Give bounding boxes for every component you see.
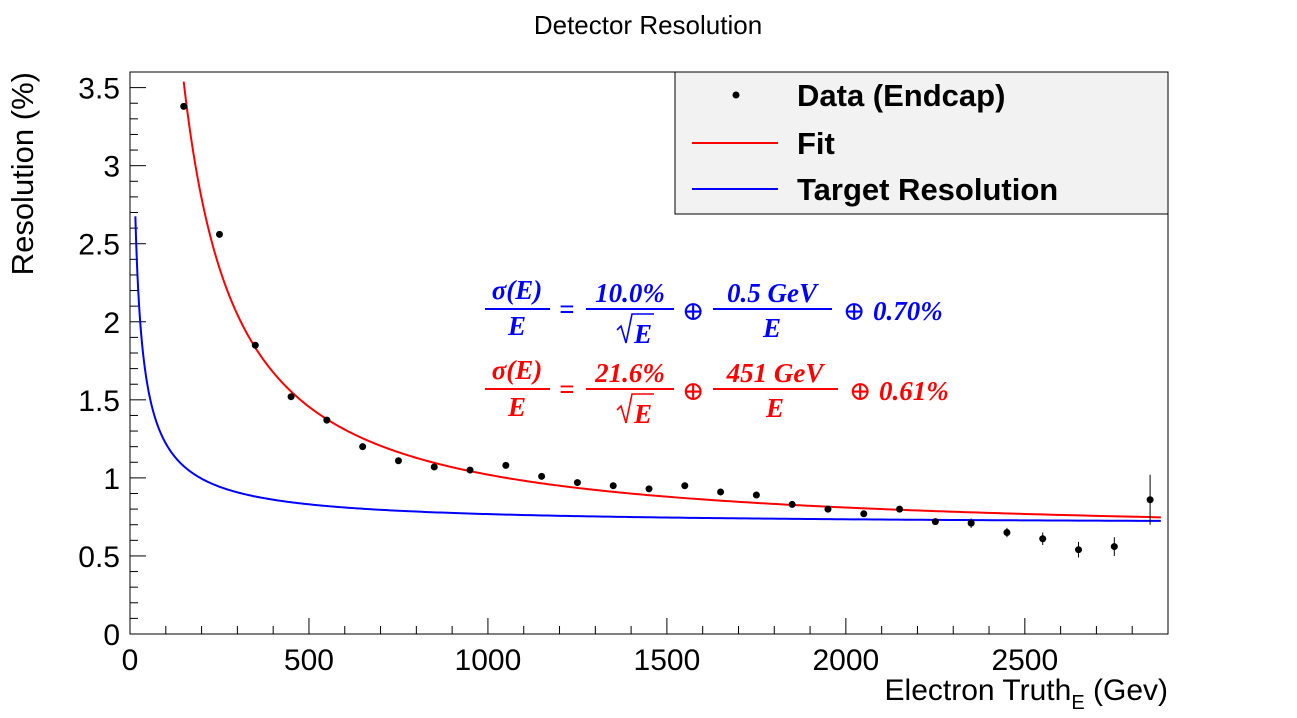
fit-oplus-1: ⊕ xyxy=(682,376,705,406)
data-point xyxy=(681,482,689,490)
fit-t1-den: E xyxy=(633,399,652,429)
target-t1-den: E xyxy=(633,319,652,349)
data-point xyxy=(609,482,617,490)
data-point xyxy=(1075,546,1083,554)
data-point xyxy=(430,463,438,471)
data-point xyxy=(359,443,367,451)
data-point xyxy=(394,457,402,465)
target-t3: 0.70% xyxy=(873,296,943,326)
x-axis-label-unit: (Gev) xyxy=(1085,674,1168,707)
data-point xyxy=(1110,543,1118,551)
target-t2-num: 0.5 GeV xyxy=(727,278,819,308)
data-point xyxy=(1039,535,1047,543)
fit-lhs-den: E xyxy=(507,392,526,422)
y-tick-label: 3 xyxy=(103,151,120,184)
data-point xyxy=(251,341,259,349)
target-resolution-curve xyxy=(134,216,1161,522)
fit-t2-num: 451 GeV xyxy=(726,358,826,388)
fit-t2-den: E xyxy=(765,393,784,423)
target-oplus-2: ⊕ xyxy=(843,296,866,326)
y-tick-label: 0 xyxy=(103,619,120,652)
x-axis-label: Electron TruthE (Gev) xyxy=(885,674,1168,714)
x-axis-label-main: Electron Truth xyxy=(885,674,1072,707)
fit-t3: 0.61% xyxy=(879,376,949,406)
x-tick-label: 2000 xyxy=(812,644,879,677)
x-tick-label: 1000 xyxy=(455,644,522,677)
y-tick-label: 3.5 xyxy=(78,73,120,106)
y-axis: 0 0.5 1 1.5 2 2.5 3 3.5 xyxy=(78,71,146,652)
data-point xyxy=(502,461,510,469)
data-point xyxy=(215,230,223,238)
fit-formula: σ(E) E = 21.6% E ⊕ 451 GeV E ⊕ 0.61% xyxy=(485,355,949,429)
legend-entry-data: Data (Endcap) xyxy=(797,78,1005,113)
x-tick-label: 1500 xyxy=(634,644,701,677)
x-axis-label-subscript: E xyxy=(1071,692,1084,714)
legend-entry-target: Target Resolution xyxy=(797,172,1058,207)
y-axis-label: Resolution (%) xyxy=(5,72,40,275)
data-point xyxy=(180,102,188,110)
legend-marker-data xyxy=(732,91,740,99)
fit-t1-num: 21.6% xyxy=(594,358,665,388)
target-lhs-num: σ(E) xyxy=(492,275,543,305)
data-point xyxy=(573,479,581,487)
data-point xyxy=(860,510,868,518)
data-points xyxy=(180,102,1154,558)
data-point xyxy=(466,466,474,474)
data-point xyxy=(323,416,331,424)
data-point xyxy=(824,505,832,513)
legend-entry-fit: Fit xyxy=(797,126,835,161)
target-oplus-1: ⊕ xyxy=(682,296,705,326)
fit-lhs-num: σ(E) xyxy=(492,355,543,385)
data-point xyxy=(896,505,904,513)
y-tick-label: 2 xyxy=(103,307,120,340)
y-tick-label: 1.5 xyxy=(78,385,120,418)
x-tick-label: 2500 xyxy=(991,644,1058,677)
target-sqrt-icon xyxy=(616,313,654,344)
target-t1-num: 10.0% xyxy=(595,278,665,308)
data-point xyxy=(1146,496,1154,504)
data-point xyxy=(967,519,975,527)
data-point xyxy=(717,488,725,496)
y-tick-label: 2.5 xyxy=(78,229,120,262)
x-tick-label: 0 xyxy=(122,644,139,677)
x-axis: 0 500 1000 1500 2000 2500 xyxy=(122,618,1169,677)
target-equals: = xyxy=(559,294,574,324)
data-point xyxy=(788,500,796,508)
fit-equals: = xyxy=(559,374,574,404)
y-tick-label: 1 xyxy=(103,463,120,496)
fit-curve xyxy=(182,81,1161,519)
target-formula: σ(E) E = 10.0% E ⊕ 0.5 GeV E ⊕ 0.70% xyxy=(485,275,943,349)
y-tick-label: 0.5 xyxy=(78,541,120,574)
chart-title: Detector Resolution xyxy=(534,10,762,40)
data-point xyxy=(287,393,295,401)
data-point xyxy=(1003,529,1011,537)
data-point xyxy=(752,491,760,499)
data-point xyxy=(538,472,546,480)
legend: Data (Endcap) Fit Target Resolution xyxy=(674,71,1169,215)
target-lhs-den: E xyxy=(507,311,526,341)
target-t2-den: E xyxy=(762,313,781,343)
data-point xyxy=(645,485,653,493)
x-tick-label: 500 xyxy=(284,644,334,677)
fit-curves xyxy=(134,81,1161,522)
fit-sqrt-icon xyxy=(616,393,654,424)
data-point xyxy=(931,518,939,526)
fit-oplus-2: ⊕ xyxy=(849,376,872,406)
